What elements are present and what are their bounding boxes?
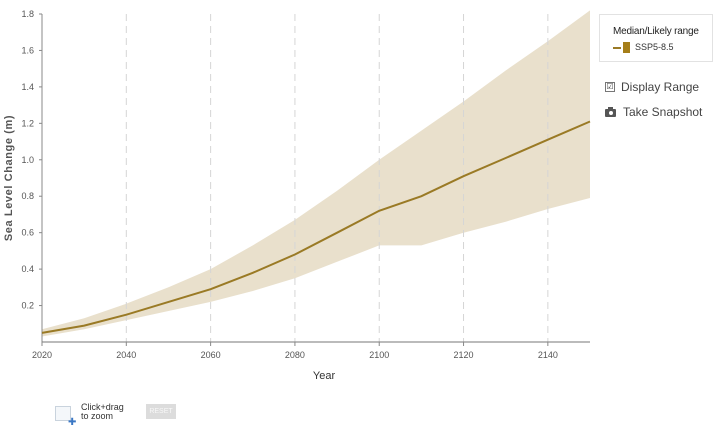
reset-zoom-button[interactable]: RESET — [146, 404, 176, 419]
y-tick-label: 1.8 — [21, 9, 34, 19]
legend-median-line-icon — [613, 47, 621, 49]
x-tick-labels: 2020 2040 2060 2080 2100 2120 2140 — [32, 342, 558, 360]
x-tick-label: 2100 — [369, 350, 389, 360]
checkbox-icon[interactable]: ☑ — [605, 82, 615, 92]
x-axis-title: Year — [313, 370, 336, 382]
zoom-hint-line2: to zoom — [81, 411, 114, 421]
display-range-label[interactable]: Display Range — [621, 80, 700, 94]
zoom-drag-icon: ✚ — [55, 406, 76, 428]
x-tick-label: 2060 — [201, 350, 221, 360]
y-tick-label: 1.2 — [21, 118, 34, 128]
y-tick-label: 1.0 — [21, 155, 34, 165]
take-snapshot-button[interactable]: Take Snapshot — [605, 105, 702, 119]
x-tick-label: 2120 — [454, 350, 474, 360]
y-tick-label: 1.4 — [21, 82, 34, 92]
legend-range-swatch-icon — [623, 42, 630, 53]
median-line-ssp5-85 — [41, 120, 591, 334]
legend-title: Median/Likely range — [613, 26, 699, 37]
cursor-icon: ✚ — [68, 417, 77, 428]
y-tick-labels: 0.2 0.4 0.6 0.8 1.0 1.2 1.4 1.6 1.8 — [21, 9, 42, 311]
camera-icon[interactable] — [605, 107, 616, 117]
display-range-toggle[interactable]: ☑ Display Range — [605, 80, 699, 94]
x-tick-label: 2140 — [538, 350, 558, 360]
y-tick-label: 0.6 — [21, 228, 34, 238]
y-tick-label: 0.8 — [21, 191, 34, 201]
x-tick-label: 2040 — [116, 350, 136, 360]
legend: Median/Likely range SSP5-8.5 — [599, 14, 713, 62]
y-axis-title: Sea Level Change (m) — [3, 115, 15, 241]
grid-lines — [125, 14, 549, 342]
x-tick-label: 2080 — [285, 350, 305, 360]
legend-item-ssp5-85[interactable]: SSP5-8.5 — [635, 42, 674, 52]
zoom-hint-line1: Click+drag — [81, 402, 124, 412]
y-tick-label: 1.6 — [21, 45, 34, 55]
y-tick-label: 0.4 — [21, 264, 34, 274]
zoom-hint: Click+drag to zoom — [81, 403, 124, 421]
y-tick-label: 0.2 — [21, 301, 34, 311]
x-tick-label: 2020 — [32, 350, 52, 360]
likely-range-area — [42, 10, 590, 337]
take-snapshot-label[interactable]: Take Snapshot — [623, 105, 703, 119]
